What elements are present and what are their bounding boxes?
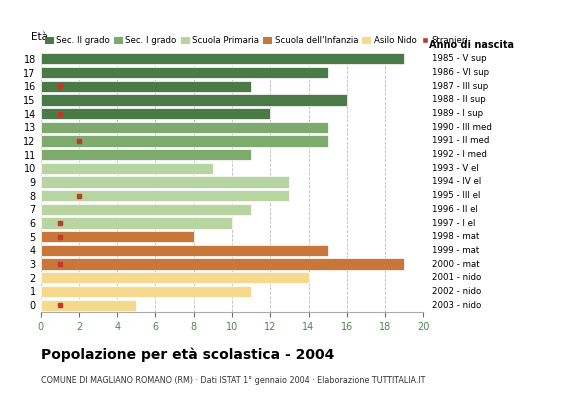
Text: 2001 - nido: 2001 - nido: [432, 273, 481, 282]
Bar: [41, 190, 289, 201]
Legend: Sec. II grado, Sec. I grado, Scuola Primaria, Scuola dell'Infanzia, Asilo Nido, : Sec. II grado, Sec. I grado, Scuola Prim…: [45, 36, 469, 45]
Text: 1993 - V el: 1993 - V el: [432, 164, 479, 173]
Text: COMUNE DI MAGLIANO ROMANO (RM) · Dati ISTAT 1° gennaio 2004 · Elaborazione TUTTI: COMUNE DI MAGLIANO ROMANO (RM) · Dati IS…: [41, 376, 425, 385]
Text: 1996 - II el: 1996 - II el: [432, 205, 478, 214]
Text: 1992 - I med: 1992 - I med: [432, 150, 487, 159]
Text: 1991 - II med: 1991 - II med: [432, 136, 490, 146]
Text: 2000 - mat: 2000 - mat: [432, 260, 480, 269]
Bar: [41, 272, 309, 283]
Text: 1994 - IV el: 1994 - IV el: [432, 178, 481, 186]
Text: 1997 - I el: 1997 - I el: [432, 218, 476, 228]
Bar: [41, 258, 404, 270]
Bar: [41, 286, 251, 297]
Bar: [41, 149, 251, 160]
Bar: [41, 135, 328, 146]
Bar: [41, 218, 232, 229]
Bar: [41, 67, 328, 78]
Text: 1998 - mat: 1998 - mat: [432, 232, 480, 241]
Bar: [41, 300, 136, 311]
Text: 1990 - III med: 1990 - III med: [432, 123, 492, 132]
Bar: [41, 204, 251, 215]
Bar: [41, 80, 251, 92]
Text: Età: Età: [31, 32, 48, 42]
Text: Anno di nascita: Anno di nascita: [429, 40, 514, 50]
Text: Popolazione per età scolastica - 2004: Popolazione per età scolastica - 2004: [41, 348, 334, 362]
Bar: [41, 94, 347, 106]
Bar: [41, 231, 194, 242]
Text: 1989 - I sup: 1989 - I sup: [432, 109, 483, 118]
Text: 1988 - II sup: 1988 - II sup: [432, 95, 486, 104]
Bar: [41, 108, 270, 119]
Bar: [41, 163, 213, 174]
Bar: [41, 122, 328, 133]
Text: 1985 - V sup: 1985 - V sup: [432, 54, 487, 63]
Text: 2002 - nido: 2002 - nido: [432, 287, 481, 296]
Bar: [41, 176, 289, 188]
Text: 1999 - mat: 1999 - mat: [432, 246, 479, 255]
Text: 1987 - III sup: 1987 - III sup: [432, 82, 488, 91]
Text: 1995 - III el: 1995 - III el: [432, 191, 480, 200]
Text: 1986 - VI sup: 1986 - VI sup: [432, 68, 489, 77]
Text: 2003 - nido: 2003 - nido: [432, 301, 481, 310]
Bar: [41, 53, 404, 64]
Bar: [41, 245, 328, 256]
